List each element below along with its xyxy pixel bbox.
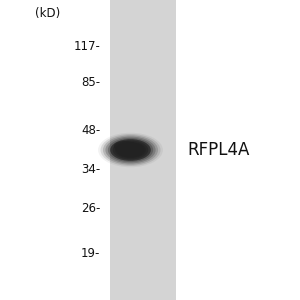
- Ellipse shape: [103, 135, 158, 165]
- Ellipse shape: [120, 144, 141, 156]
- Ellipse shape: [115, 142, 146, 158]
- Ellipse shape: [105, 136, 156, 164]
- Ellipse shape: [110, 139, 151, 161]
- Ellipse shape: [113, 140, 148, 160]
- Ellipse shape: [122, 146, 139, 154]
- Ellipse shape: [100, 134, 160, 166]
- Ellipse shape: [108, 138, 153, 162]
- Text: 34-: 34-: [81, 163, 101, 176]
- Ellipse shape: [114, 141, 138, 153]
- Text: 26-: 26-: [81, 202, 100, 215]
- Text: 48-: 48-: [81, 124, 101, 137]
- Ellipse shape: [118, 143, 143, 157]
- Text: (kD): (kD): [35, 7, 60, 20]
- Ellipse shape: [110, 139, 151, 161]
- Ellipse shape: [98, 133, 163, 167]
- Text: 85-: 85-: [81, 76, 101, 89]
- Text: 117-: 117-: [74, 40, 100, 53]
- Text: RFPL4A: RFPL4A: [188, 141, 250, 159]
- Text: 19-: 19-: [81, 247, 100, 260]
- Bar: [110, 0, 176, 300]
